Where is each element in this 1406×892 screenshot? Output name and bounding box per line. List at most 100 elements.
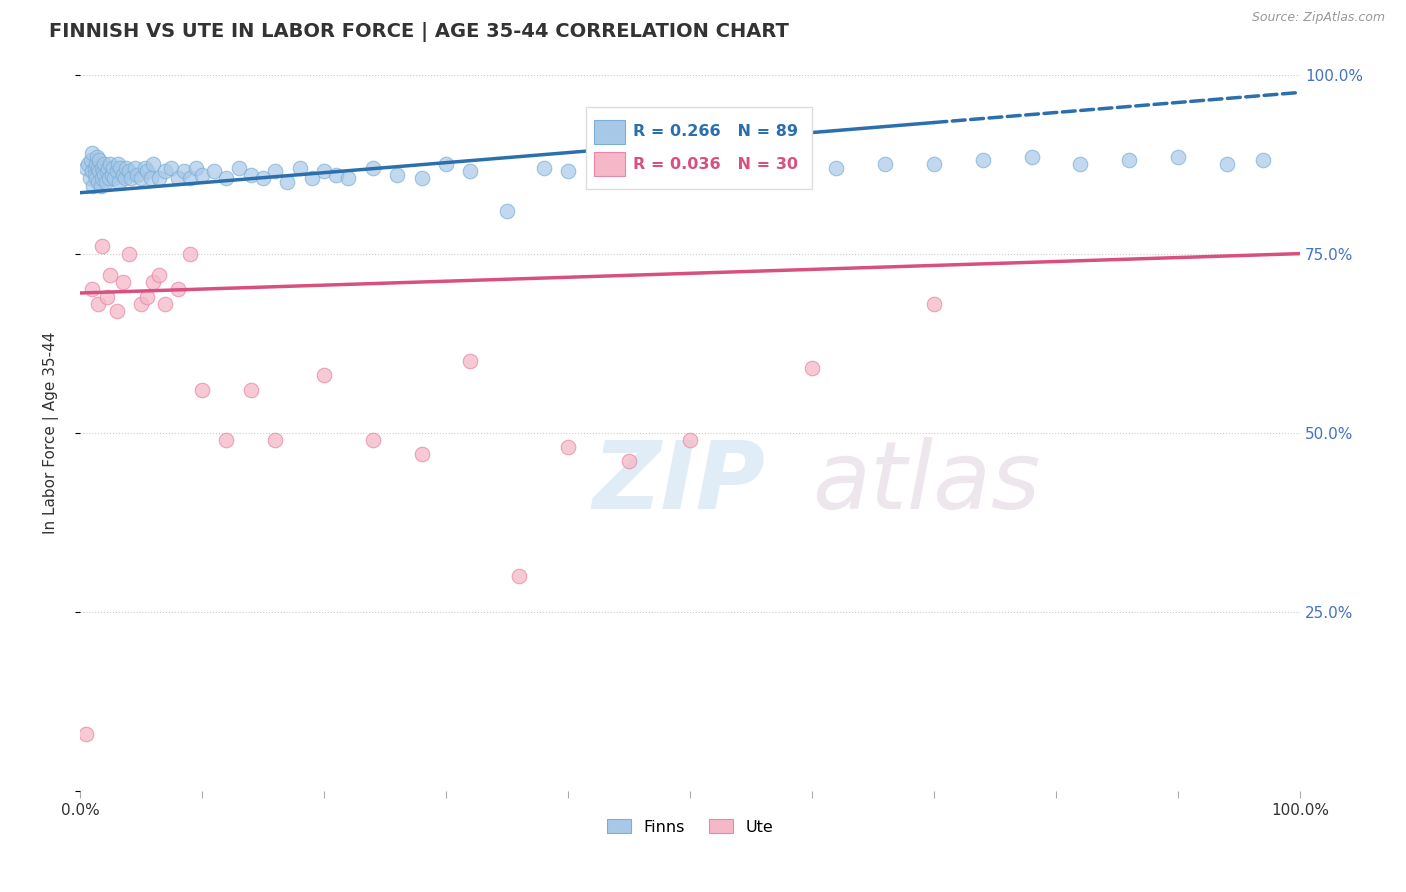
Point [179, 171, 201, 186]
Text: atlas: atlas [813, 437, 1040, 528]
Point [679, 164, 702, 178]
Point [86, 150, 108, 164]
Point [142, 275, 165, 289]
Point [166, 282, 188, 296]
Point [103, 171, 125, 186]
Point [93, 157, 115, 171]
Point [136, 164, 159, 178]
Point [124, 161, 146, 175]
Point [160, 161, 183, 175]
Point [312, 368, 335, 383]
Point [90, 161, 112, 175]
Point [727, 157, 749, 171]
Point [239, 383, 262, 397]
Point [148, 171, 170, 186]
Point [1021, 150, 1043, 164]
Point [115, 161, 138, 175]
Point [105, 304, 128, 318]
Point [215, 433, 238, 447]
Point [301, 171, 323, 186]
Point [82, 282, 104, 296]
Point [1216, 157, 1239, 171]
Point [89, 164, 111, 178]
Point [593, 157, 616, 171]
Point [114, 171, 136, 186]
Point [75, 726, 97, 740]
Point [90, 171, 112, 186]
Point [239, 168, 262, 182]
Point [142, 157, 165, 171]
Point [264, 164, 287, 178]
Point [276, 175, 298, 189]
Point [87, 175, 110, 189]
Point [90, 239, 112, 253]
Point [93, 168, 115, 182]
Point [496, 203, 519, 218]
FancyBboxPatch shape [586, 107, 813, 189]
Point [155, 297, 177, 311]
Point [118, 164, 141, 178]
Point [1118, 153, 1140, 168]
Text: FINNISH VS UTE IN LABOR FORCE | AGE 35-44 CORRELATION CHART: FINNISH VS UTE IN LABOR FORCE | AGE 35-4… [49, 22, 789, 42]
Point [202, 164, 225, 178]
Point [134, 161, 156, 175]
Text: Source: ZipAtlas.com: Source: ZipAtlas.com [1251, 11, 1385, 24]
Text: R = 0.266   N = 89: R = 0.266 N = 89 [633, 124, 797, 139]
Point [100, 168, 122, 182]
Point [460, 354, 482, 368]
Point [148, 268, 170, 282]
Point [118, 246, 141, 260]
Legend: Finns, Ute: Finns, Ute [607, 819, 773, 835]
Point [191, 383, 214, 397]
Point [179, 246, 201, 260]
Point [679, 433, 702, 447]
Point [288, 161, 311, 175]
Point [533, 161, 555, 175]
Point [110, 161, 132, 175]
Point [385, 168, 408, 182]
Point [776, 153, 799, 168]
Point [80, 153, 103, 168]
Point [136, 290, 159, 304]
Point [1253, 153, 1275, 168]
Point [98, 171, 121, 186]
Point [75, 161, 97, 175]
Point [173, 164, 195, 178]
Point [105, 164, 128, 178]
Point [922, 157, 945, 171]
Point [825, 161, 848, 175]
Point [108, 175, 131, 189]
Point [191, 168, 214, 182]
Point [84, 157, 107, 171]
Point [434, 157, 457, 171]
Point [84, 171, 107, 186]
Point [557, 164, 579, 178]
Point [96, 164, 118, 178]
Point [120, 171, 142, 186]
Point [129, 171, 152, 186]
Point [82, 146, 104, 161]
Point [87, 161, 110, 175]
Point [90, 178, 112, 193]
Point [83, 168, 105, 182]
Point [100, 268, 122, 282]
Point [312, 164, 335, 178]
Point [361, 433, 384, 447]
Point [82, 164, 104, 178]
Point [77, 157, 100, 171]
Point [89, 153, 111, 168]
Point [184, 161, 207, 175]
Point [264, 433, 287, 447]
Point [252, 171, 274, 186]
Point [139, 171, 162, 186]
Point [228, 161, 250, 175]
Point [617, 454, 640, 468]
Text: ZIP: ZIP [592, 437, 765, 529]
Point [83, 161, 105, 175]
Point [111, 275, 134, 289]
Point [82, 178, 104, 193]
Point [1069, 157, 1091, 171]
Point [100, 157, 122, 171]
Point [96, 290, 118, 304]
Point [460, 164, 482, 178]
